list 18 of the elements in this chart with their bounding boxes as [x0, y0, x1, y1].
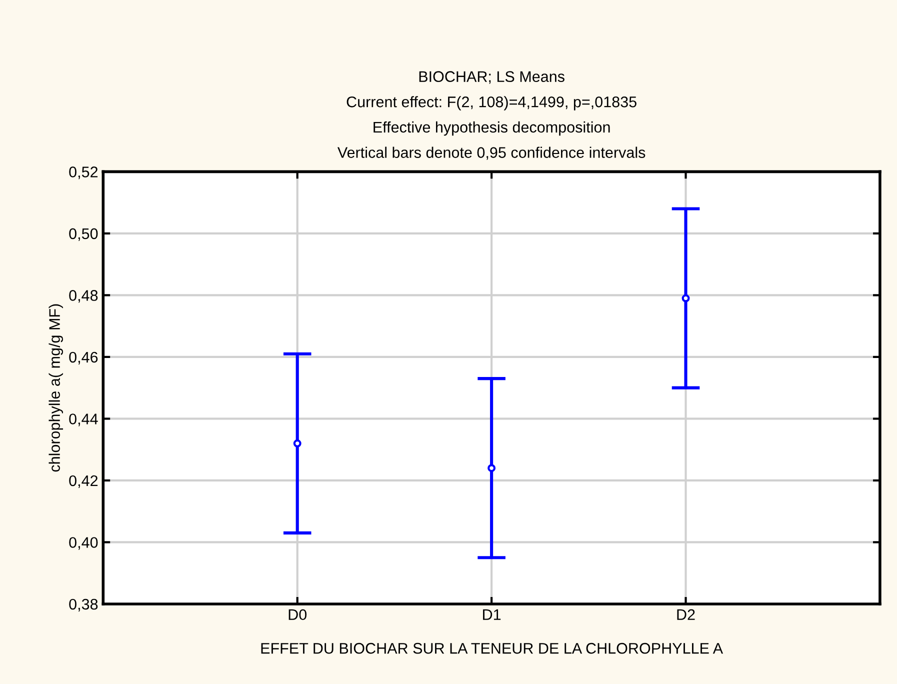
y-tick-label: 0,50 — [69, 228, 98, 241]
chart-title: BIOCHAR; LS Means — [419, 71, 564, 84]
y-tick-label: 0,44 — [69, 414, 98, 426]
x-tick-label: D1 — [483, 609, 501, 620]
x-tick-label: D0 — [288, 609, 307, 620]
x-tick-label: D2 — [677, 609, 695, 620]
y-tick-label: 0,48 — [69, 290, 98, 303]
y-tick-label: 0,42 — [69, 475, 98, 488]
x-axis-title: EFFET DU BIOCHAR SUR LA TENEUR DE LA CHLOROPHYLLE A — [261, 642, 724, 654]
point — [488, 464, 496, 472]
y-tick-label: 0,38 — [69, 598, 98, 612]
point — [682, 294, 690, 302]
y-tick-label: 0,40 — [69, 537, 98, 550]
y-tick-label: 0,46 — [69, 352, 98, 364]
y-tick-label: 0,52 — [69, 166, 98, 180]
y-axis-title: chlorophylle a( mg/g MF) — [48, 304, 64, 472]
chart-subtitle: Current effect: F(2, 108)=4,1499, p=,01835 Effective hypothesis decomposition Vertical bars denote 0,95 confidence intervals — [337, 96, 646, 160]
point — [293, 439, 302, 448]
